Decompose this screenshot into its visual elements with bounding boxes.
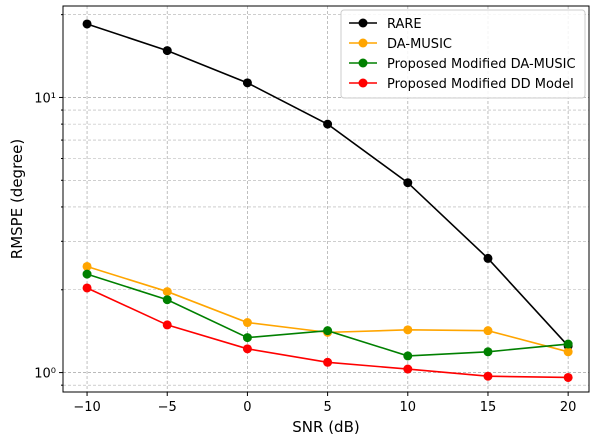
x-tick-label: −5 (158, 400, 177, 415)
data-point (162, 295, 172, 305)
legend-label: DA-MUSIC (387, 37, 452, 52)
legend-label: Proposed Modified DA-MUSIC (387, 57, 576, 72)
x-tick-label: 15 (480, 400, 497, 415)
data-point (483, 253, 493, 263)
legend-box (340, 9, 586, 99)
data-point (403, 325, 413, 335)
x-tick-label: 5 (323, 400, 331, 415)
data-point (242, 318, 252, 328)
x-tick-label: 10 (400, 400, 417, 415)
legend-marker (358, 18, 368, 28)
x-tick-label: 20 (560, 400, 577, 415)
legend-label: Proposed Modified DD Model (387, 77, 574, 92)
x-axis: −10 −5 0 5 10 15 20 (73, 392, 576, 415)
legend-marker (358, 78, 368, 88)
data-point (403, 178, 413, 188)
data-point (323, 357, 333, 367)
plot-frame (62, 5, 590, 393)
data-point (82, 261, 92, 271)
legend-label: RARE (387, 17, 422, 32)
data-point (323, 326, 333, 336)
data-point (483, 326, 493, 336)
data-point (483, 371, 493, 381)
x-tick-label: −10 (73, 400, 100, 415)
data-point (162, 46, 172, 56)
data-point (82, 283, 92, 293)
legend-marker (358, 58, 368, 68)
data-point (483, 347, 493, 357)
data-point (403, 364, 413, 374)
data-point (563, 339, 573, 349)
y-axis-label: RMSPE (degree) (8, 139, 26, 259)
grid (63, 6, 589, 392)
data-point (563, 372, 573, 382)
x-tick-label: 0 (243, 400, 251, 415)
data-point (82, 269, 92, 279)
legend-item: Proposed Modified DD Model (349, 77, 574, 92)
series-line-da-music (86, 265, 569, 353)
legend-marker (358, 38, 368, 48)
y-tick-label: 10⁰ (34, 367, 56, 382)
data-point (403, 351, 413, 361)
data-point (82, 19, 92, 29)
y-tick-label: 10¹ (34, 91, 56, 106)
series-proposed-modified-dd-model (82, 283, 573, 382)
y-axis: 10⁰ 10¹ (34, 14, 63, 386)
legend-item: RARE (349, 17, 422, 32)
data-point (242, 333, 252, 343)
data-point (242, 78, 252, 88)
data-point (162, 287, 172, 297)
data-point (563, 347, 573, 357)
data-point (242, 344, 252, 354)
series-proposed-modified-da-music (82, 269, 573, 361)
legend: RARE DA-MUSIC Proposed Modified DA-MUSIC Pr… (340, 9, 586, 99)
legend-item: DA-MUSIC (349, 37, 452, 52)
data-point (162, 320, 172, 330)
legend-item: Proposed Modified DA-MUSIC (349, 57, 576, 72)
series-lines (82, 19, 573, 382)
data-point (323, 119, 333, 129)
x-axis-label: SNR (dB) (292, 418, 359, 436)
